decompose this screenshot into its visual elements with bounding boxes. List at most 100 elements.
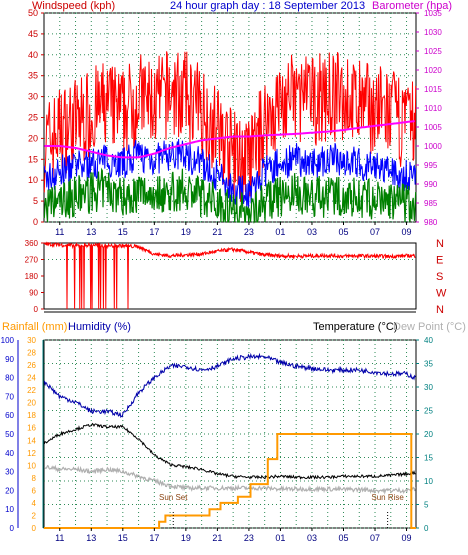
wind-y-tick-label: 45: [28, 29, 38, 39]
wind-x-tick-label: 13: [86, 227, 96, 237]
climate-x-tick-label: 09: [402, 533, 412, 543]
wind-x-tick-label: 19: [181, 227, 191, 237]
wind-y-tick-label: 15: [28, 154, 38, 164]
wind-x-tick-label: 15: [118, 227, 128, 237]
baro-y-tick-label: 985: [424, 199, 438, 208]
humidity-y-tick-label: 20: [5, 486, 14, 495]
humidity-y-tick-label: 30: [5, 468, 14, 477]
rain-y-tick-label: 6: [32, 486, 37, 495]
temperature-y-tick-label: 40: [424, 336, 433, 345]
rain-y-tick-label: 22: [27, 386, 36, 395]
compass-label: E: [436, 255, 443, 267]
humidity-y-tick-label: 70: [5, 392, 14, 401]
compass-label: N: [436, 238, 444, 250]
wind-y-tick-label: 40: [28, 50, 38, 60]
wind-x-tick-label: 05: [338, 227, 348, 237]
baro-y-tick-label: 1025: [424, 47, 442, 56]
rain-y-tick-label: 0: [32, 524, 37, 533]
rain-y-tick-label: 2: [32, 511, 37, 520]
rain-y-tick-label: 20: [27, 399, 36, 408]
barometer-series: [44, 120, 415, 159]
climate-x-tick-label: 03: [307, 533, 317, 543]
sunset-label: Sun Set: [159, 493, 188, 502]
climate-x-tick-label: 11: [55, 533, 64, 543]
temperature-y-tick-label: 15: [424, 454, 433, 463]
temperature-y-tick-label: 35: [424, 360, 433, 369]
baro-y-tick-label: 990: [424, 180, 438, 189]
climate-x-tick-label: 01: [275, 533, 285, 543]
temperature-y-tick-label: 5: [424, 501, 429, 510]
rain-y-tick-label: 16: [27, 424, 36, 433]
windspeed-axis-title: Windspeed (kph): [32, 0, 115, 12]
humidity-y-tick-label: 40: [5, 449, 14, 458]
wind-x-tick-label: 09: [402, 227, 412, 237]
direction-y-tick-label: 0: [34, 305, 39, 314]
wind-y-tick-label: 0: [33, 217, 38, 227]
compass-label: N: [436, 304, 444, 316]
compass-label: S: [436, 271, 443, 283]
temperature-y-tick-label: 10: [424, 477, 433, 486]
rain-y-tick-label: 28: [27, 349, 36, 358]
rain-y-tick-label: 8: [32, 474, 37, 483]
baro-y-tick-label: 1015: [424, 85, 442, 94]
wind-x-tick-label: 23: [244, 227, 254, 237]
temperature-axis-title: Temperature (°C): [313, 321, 397, 333]
rain-y-tick-label: 24: [27, 374, 36, 383]
baro-y-tick-label: 995: [424, 161, 438, 170]
temperature-y-tick-label: 0: [424, 524, 429, 533]
wind-direction-series: [43, 241, 416, 310]
humidity-y-tick-label: 50: [5, 430, 14, 439]
rain-y-tick-label: 30: [27, 336, 36, 345]
climate-x-tick-label: 15: [118, 533, 128, 543]
temperature-y-tick-label: 30: [424, 383, 433, 392]
wind-x-tick-label: 11: [55, 227, 64, 237]
temperature-y-tick-label: 20: [424, 430, 433, 439]
climate-x-tick-label: 23: [244, 533, 254, 543]
barometer-axis-title: Barometer (hpa): [372, 0, 452, 12]
climate-x-tick-label: 17: [149, 533, 159, 543]
rain-y-tick-label: 4: [32, 499, 37, 508]
wind-x-tick-label: 21: [212, 227, 222, 237]
wind-gust-series: [43, 51, 417, 202]
rain-y-tick-label: 10: [27, 461, 36, 470]
baro-y-tick-label: 1035: [424, 9, 442, 18]
direction-y-tick-label: 180: [25, 272, 39, 281]
rainfall-series: [44, 433, 416, 529]
rain-y-tick-label: 18: [27, 411, 36, 420]
climate-x-tick-label: 13: [86, 533, 96, 543]
direction-y-tick-label: 90: [29, 289, 38, 298]
baro-y-tick-label: 980: [424, 218, 438, 227]
baro-y-tick-label: 1000: [424, 142, 442, 151]
climate-x-tick-label: 21: [212, 533, 222, 543]
climate-x-tick-label: 07: [370, 533, 380, 543]
baro-y-tick-label: 1030: [424, 28, 442, 37]
wind-y-tick-label: 5: [33, 196, 38, 206]
humidity-y-tick-label: 0: [10, 524, 15, 533]
wind-x-tick-label: 07: [370, 227, 380, 237]
wind-y-tick-label: 10: [28, 175, 38, 185]
compass-label: W: [436, 288, 447, 300]
wind-y-tick-label: 35: [28, 71, 38, 81]
humidity-y-tick-label: 80: [5, 374, 14, 383]
wind-low-series: [43, 167, 417, 224]
climate-x-tick-label: 05: [338, 533, 348, 543]
dew-point-series: [44, 464, 417, 495]
wind-x-tick-label: 01: [275, 227, 285, 237]
dew-point-axis-title: Dew Point (°C): [393, 321, 466, 333]
baro-y-tick-label: 1020: [424, 66, 442, 75]
rain-y-tick-label: 26: [27, 361, 36, 370]
temperature-y-tick-label: 25: [424, 407, 433, 416]
rainfall-axis-title: Rainfall (mm): [2, 321, 67, 333]
humidity-y-tick-label: 90: [5, 355, 14, 364]
temperature-series: [43, 422, 416, 480]
direction-y-tick-label: 270: [25, 256, 39, 265]
baro-y-tick-label: 1010: [424, 104, 442, 113]
wind-x-tick-label: 03: [307, 227, 317, 237]
humidity-axis-title: Humidity (%): [68, 321, 131, 333]
wind-average-series: [43, 138, 417, 209]
baro-y-tick-label: 1005: [424, 123, 442, 132]
wind-y-tick-label: 50: [28, 8, 38, 18]
direction-y-tick-label: 360: [25, 239, 39, 248]
